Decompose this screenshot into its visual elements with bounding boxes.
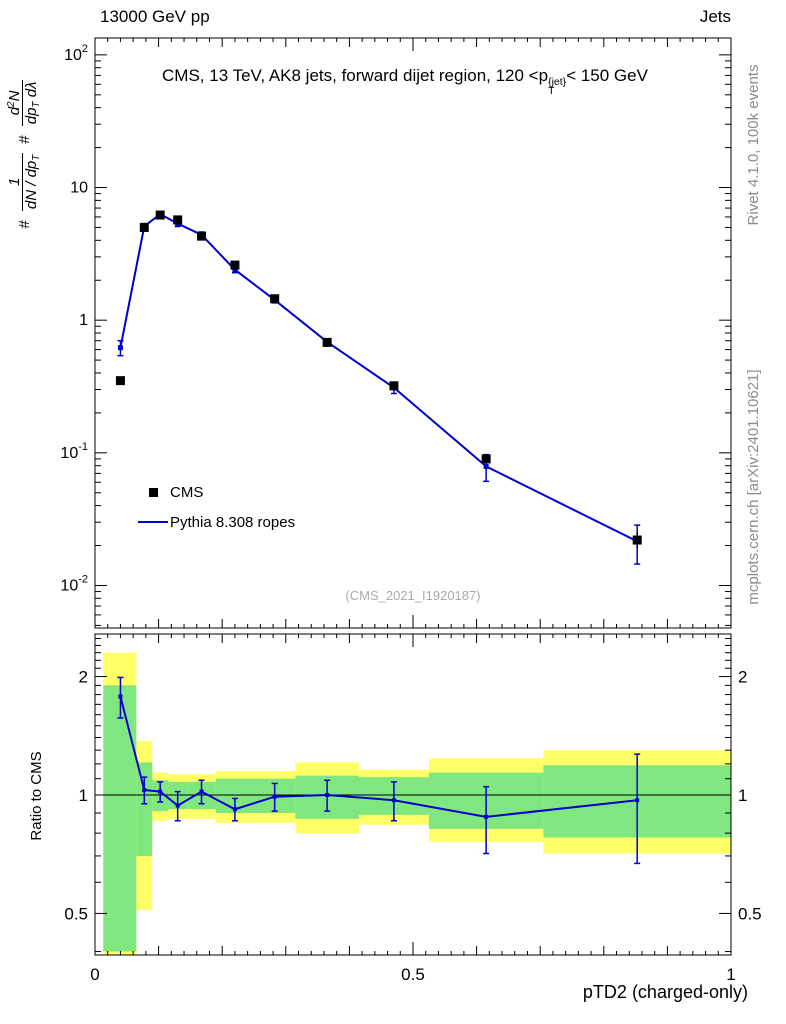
svg-text:102: 102	[64, 43, 88, 64]
legend-item-pythia: Pythia 8.308 ropes	[136, 507, 295, 537]
cms-square-marker	[148, 487, 158, 497]
mcplots-reference-note: mcplots.cern.ch [arXiv:2401.10621]	[745, 369, 762, 605]
analysis-id-watermark: (CMS_2021_I1920187)	[345, 588, 481, 603]
analysis-group-label: Jets	[699, 7, 731, 26]
svg-text:2: 2	[79, 668, 88, 687]
x-axis-title: pTD2 (charged-only)	[582, 982, 748, 1002]
cms-points	[115, 210, 642, 549]
svg-text:0.5: 0.5	[738, 904, 762, 923]
svg-text:1: 1	[79, 786, 88, 805]
plot-title-post: < 150 GeV	[566, 66, 648, 85]
svg-text:0.5: 0.5	[401, 965, 425, 984]
svg-text:0.5: 0.5	[64, 904, 88, 923]
svg-text:1: 1	[738, 786, 747, 805]
plot-title: CMS, 13 TeV, AK8 jets, forward dijet reg…	[55, 66, 755, 96]
fraction-one-over-dndpt: 1 dN / dpT	[5, 152, 42, 212]
plot-title-sub: T	[548, 85, 555, 97]
pythia-line-sample	[138, 521, 168, 523]
collision-energy-label: 13000 GeV pp	[100, 7, 210, 26]
fraction-d2n-dptdlambda: d2N dpT dλ	[5, 79, 42, 127]
legend-item-cms: CMS	[136, 477, 295, 507]
hash-symbol: #	[15, 135, 33, 144]
hash-symbol: #	[15, 220, 33, 229]
svg-text:0: 0	[90, 965, 99, 984]
pt-jet-supsub: {jet} T	[548, 76, 567, 97]
legend: CMS Pythia 8.308 ropes	[136, 477, 295, 537]
axis-ticks	[94, 38, 732, 955]
svg-text:1: 1	[726, 965, 735, 984]
ratio-error-bars	[117, 676, 641, 865]
svg-text:1: 1	[79, 312, 88, 329]
y-axis-title: # 1 dN / dpT # d2N dpT dλ	[2, 4, 46, 304]
plot-title-pre: CMS, 13 TeV, AK8 jets, forward dijet reg…	[162, 66, 549, 85]
legend-label-pythia: Pythia 8.308 ropes	[170, 513, 296, 531]
svg-text:10-1: 10-1	[60, 441, 88, 462]
plot-title-sup: {jet}	[548, 76, 567, 88]
axis-tick-labels: 102 10 1 10-1 10-2 2 2 1 1 0.5 0.5 0 0.5 1	[60, 43, 761, 984]
svg-text:2: 2	[738, 668, 747, 687]
ratio-axis-title: Ratio to CMS	[28, 751, 45, 841]
legend-label-cms: CMS	[170, 483, 204, 501]
rivet-version-note: Rivet 4.1.0, 100k events	[745, 64, 762, 226]
svg-text:10: 10	[70, 180, 88, 197]
svg-text:10-2: 10-2	[60, 573, 88, 594]
